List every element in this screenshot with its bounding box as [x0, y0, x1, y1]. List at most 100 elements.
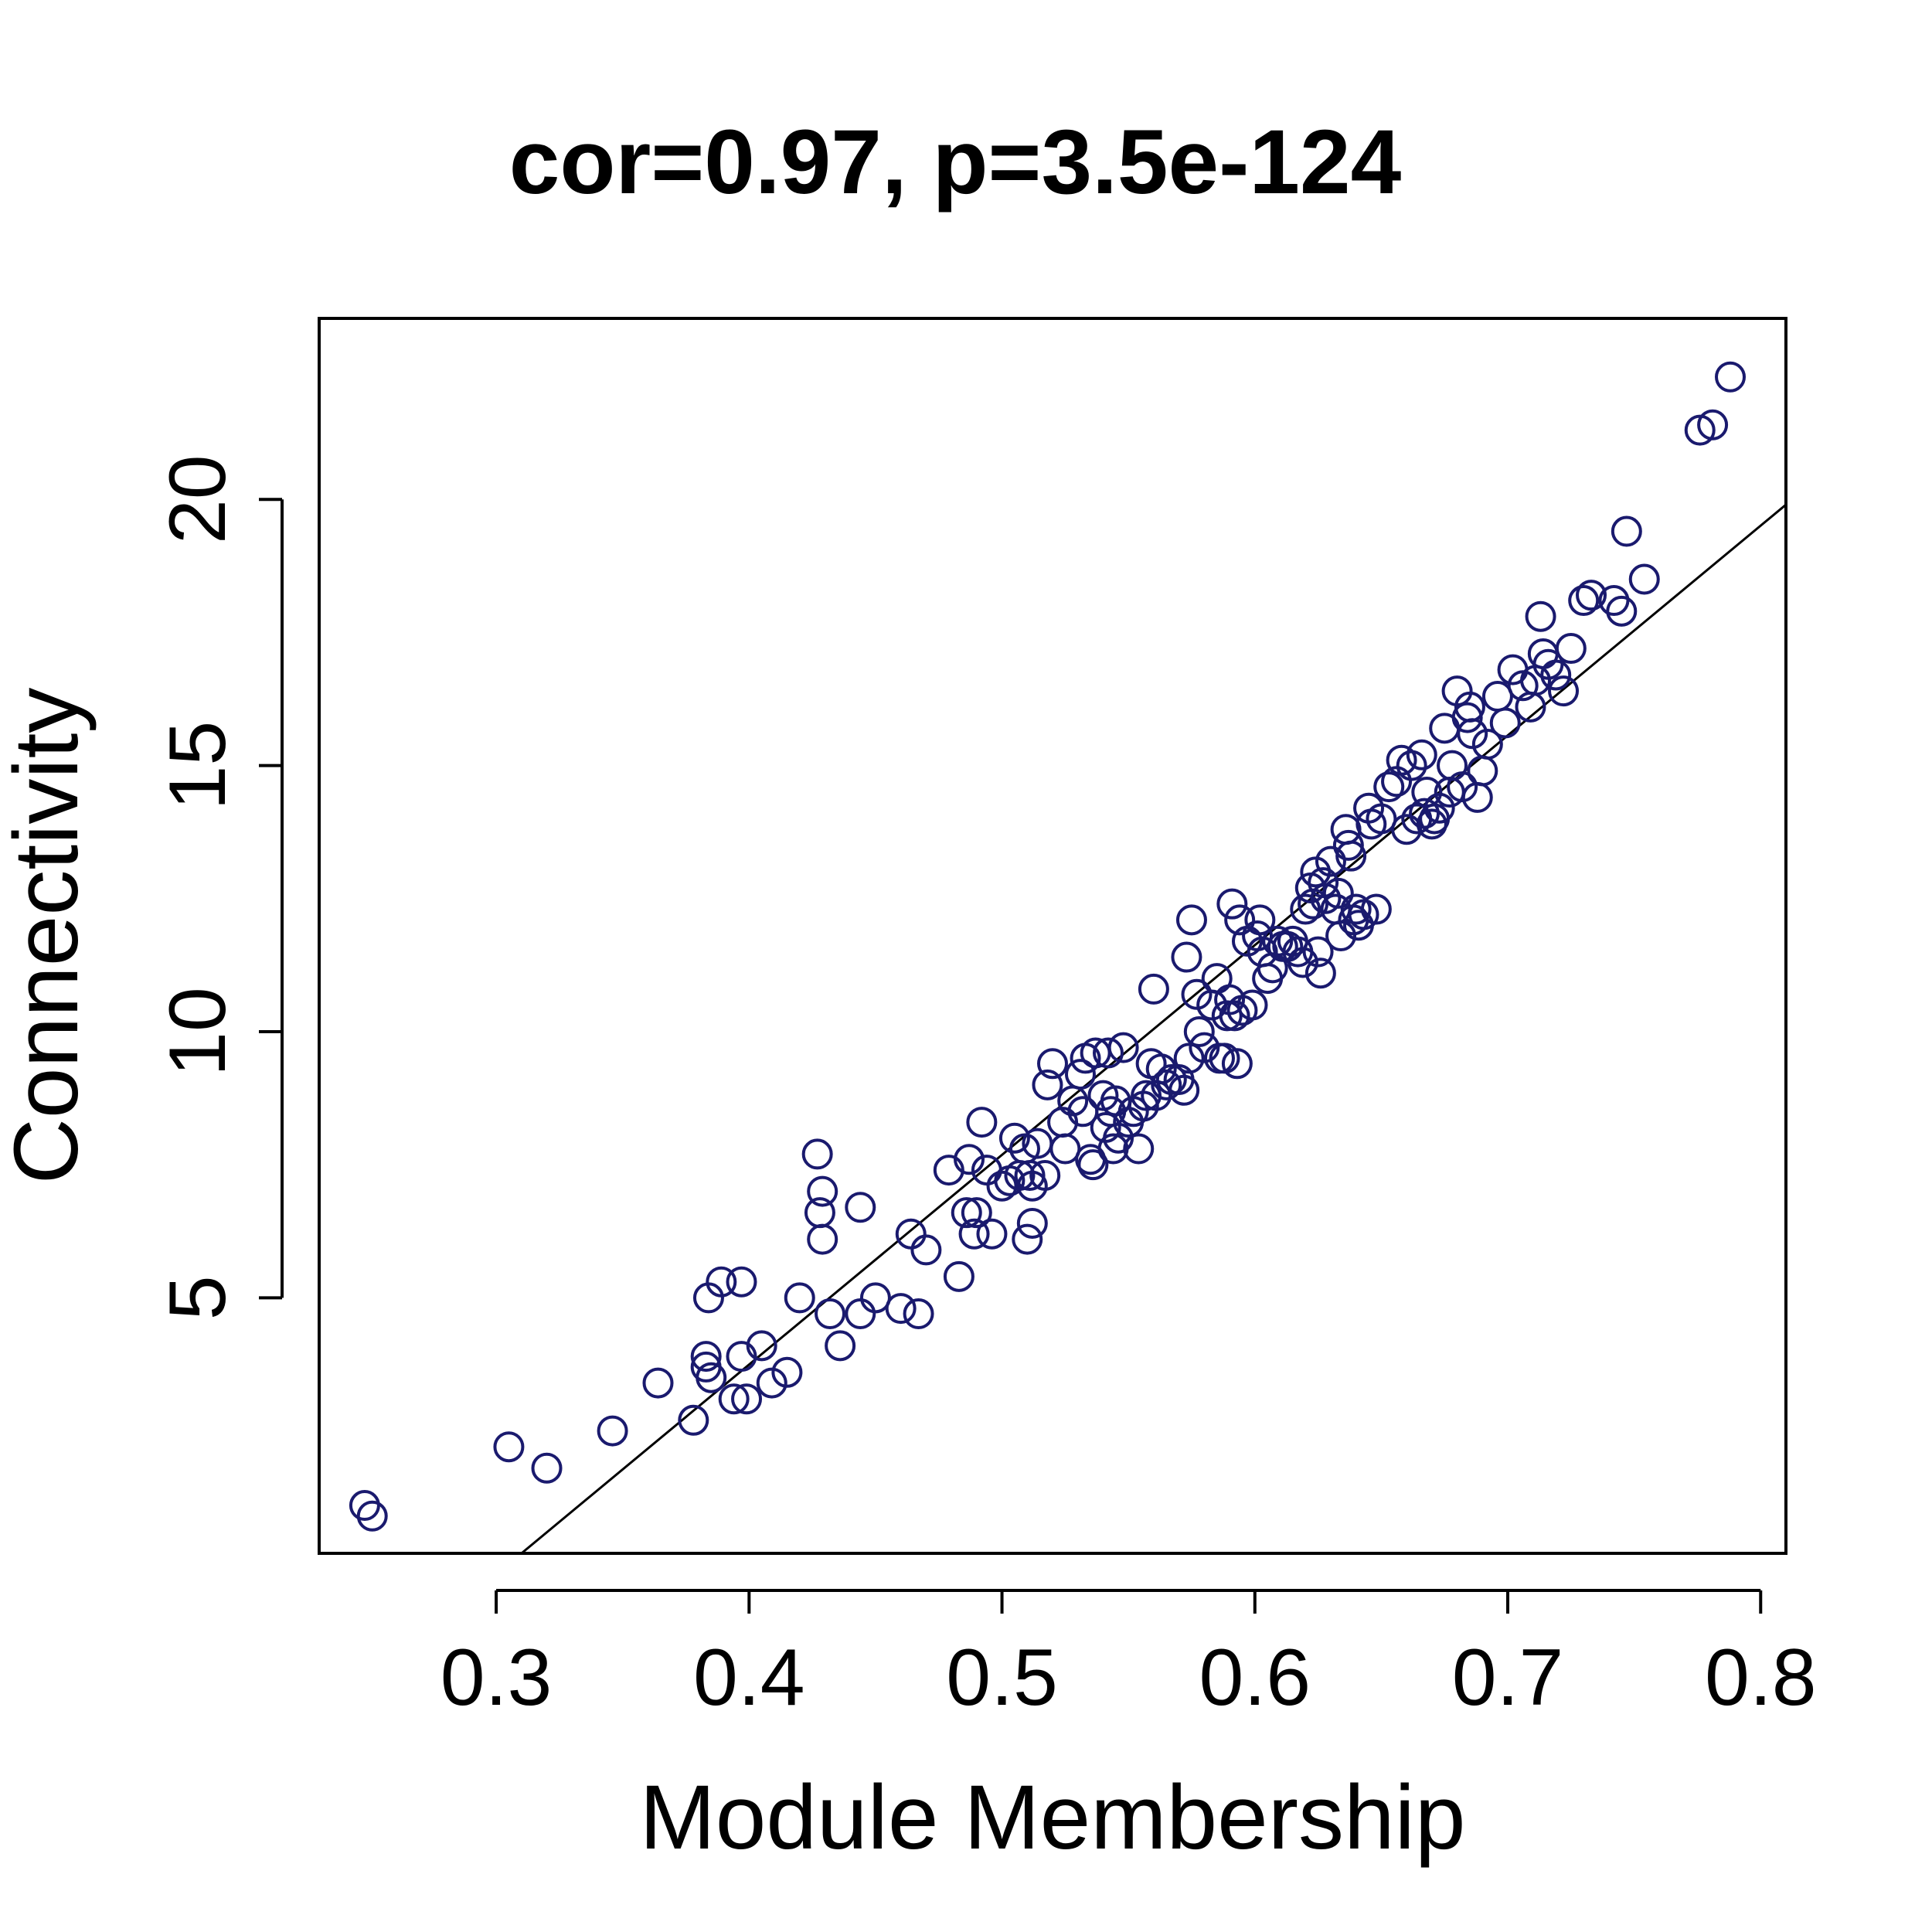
- data-point: [1447, 771, 1478, 803]
- data-point: [1107, 1032, 1139, 1063]
- data-point: [726, 1341, 757, 1372]
- plot-area: [318, 317, 1787, 1555]
- data-point: [1216, 888, 1248, 920]
- data-point: [1340, 893, 1372, 925]
- data-point: [1092, 1037, 1124, 1069]
- data-point: [1525, 600, 1556, 632]
- data-point: [349, 1490, 380, 1522]
- data-point: [958, 1218, 990, 1250]
- data-point: [1576, 580, 1607, 611]
- data-point: [1145, 1053, 1177, 1085]
- data-point: [815, 1298, 846, 1330]
- data-point: [1611, 515, 1642, 547]
- data-point: [1014, 1159, 1046, 1191]
- data-point: [1242, 920, 1274, 951]
- data-point: [1697, 409, 1729, 440]
- data-point: [1103, 1122, 1134, 1154]
- data-point: [1335, 840, 1367, 872]
- data-point: [1315, 845, 1346, 877]
- x-axis-label: Module Membership: [639, 1767, 1465, 1869]
- data-point: [690, 1341, 722, 1372]
- data-point: [1181, 978, 1213, 1010]
- y-tick-label: 20: [153, 454, 243, 544]
- data-point: [726, 1266, 757, 1298]
- data-point: [966, 1107, 998, 1138]
- y-tick-label: 15: [153, 721, 243, 811]
- data-point: [1467, 755, 1498, 787]
- data-point: [1322, 877, 1354, 909]
- data-point: [1037, 1048, 1068, 1080]
- y-tick-label: 10: [153, 987, 243, 1077]
- data-point: [1406, 739, 1437, 770]
- data-point: [1244, 904, 1276, 936]
- data-point: [1064, 1059, 1096, 1090]
- data-point: [845, 1298, 876, 1330]
- data-point: [954, 1144, 985, 1175]
- data-point: [784, 1282, 815, 1314]
- data-point: [1471, 729, 1503, 760]
- data-point: [771, 1356, 803, 1388]
- x-tick-label: 0.8: [1705, 1633, 1817, 1723]
- data-point: [1049, 1133, 1081, 1165]
- data-point: [1221, 1048, 1253, 1080]
- data-point: [706, 1266, 737, 1298]
- regression-line: [520, 503, 1787, 1555]
- data-point: [1628, 563, 1660, 595]
- data-point: [1290, 893, 1321, 925]
- x-axis: 0.3 0.4 0.5 0.6 0.7 0.8: [440, 1589, 1817, 1723]
- data-point: [1173, 1043, 1205, 1074]
- x-tick-label: 0.5: [946, 1633, 1058, 1723]
- data-point: [986, 1170, 1018, 1202]
- data-point: [976, 1218, 1008, 1250]
- data-point: [1175, 904, 1207, 936]
- data-point: [1236, 989, 1268, 1021]
- data-point: [903, 1298, 934, 1330]
- data-point: [807, 1175, 838, 1207]
- x-tick-label: 0.3: [440, 1633, 553, 1723]
- data-point: [531, 1452, 563, 1484]
- data-point: [356, 1500, 388, 1532]
- data-point: [807, 1223, 838, 1255]
- data-point: [895, 1218, 927, 1250]
- data-point: [678, 1404, 709, 1436]
- data-point: [1532, 648, 1564, 680]
- data-point: [1032, 1069, 1063, 1100]
- data-point: [1568, 585, 1600, 617]
- data-point: [1396, 750, 1427, 781]
- y-axis-label: Connectivity: [0, 688, 97, 1185]
- data-point: [1201, 963, 1233, 995]
- data-point: [731, 1383, 763, 1415]
- points-layer: [349, 361, 1747, 1532]
- data-point: [1029, 1159, 1061, 1191]
- data-point: [801, 1138, 833, 1170]
- data-point: [1555, 633, 1587, 665]
- data-point: [1012, 1223, 1043, 1255]
- data-point: [943, 1260, 975, 1292]
- data-point: [718, 1383, 750, 1415]
- data-point: [951, 1197, 982, 1229]
- fit-line-layer: [520, 503, 1787, 1555]
- data-point: [1287, 947, 1318, 978]
- data-point: [642, 1367, 674, 1399]
- data-point: [1481, 681, 1513, 713]
- x-tick-label: 0.7: [1452, 1633, 1564, 1723]
- data-point: [933, 1155, 964, 1186]
- data-point: [1183, 1015, 1215, 1047]
- data-point: [1224, 904, 1256, 936]
- data-point: [1360, 893, 1392, 925]
- data-point: [1489, 707, 1521, 739]
- data-point: [998, 1122, 1030, 1154]
- data-point: [1123, 1133, 1155, 1165]
- data-point: [1168, 1074, 1200, 1106]
- plot-frame: [318, 317, 1787, 1555]
- data-point: [1606, 595, 1638, 627]
- y-tick-label: 5: [153, 1275, 243, 1320]
- data-point: [1366, 803, 1397, 835]
- data-point: [825, 1330, 856, 1362]
- data-point: [1219, 1000, 1250, 1032]
- data-point: [1715, 361, 1747, 393]
- data-point: [845, 1192, 876, 1223]
- data-point: [1332, 829, 1364, 861]
- data-point: [1540, 659, 1572, 691]
